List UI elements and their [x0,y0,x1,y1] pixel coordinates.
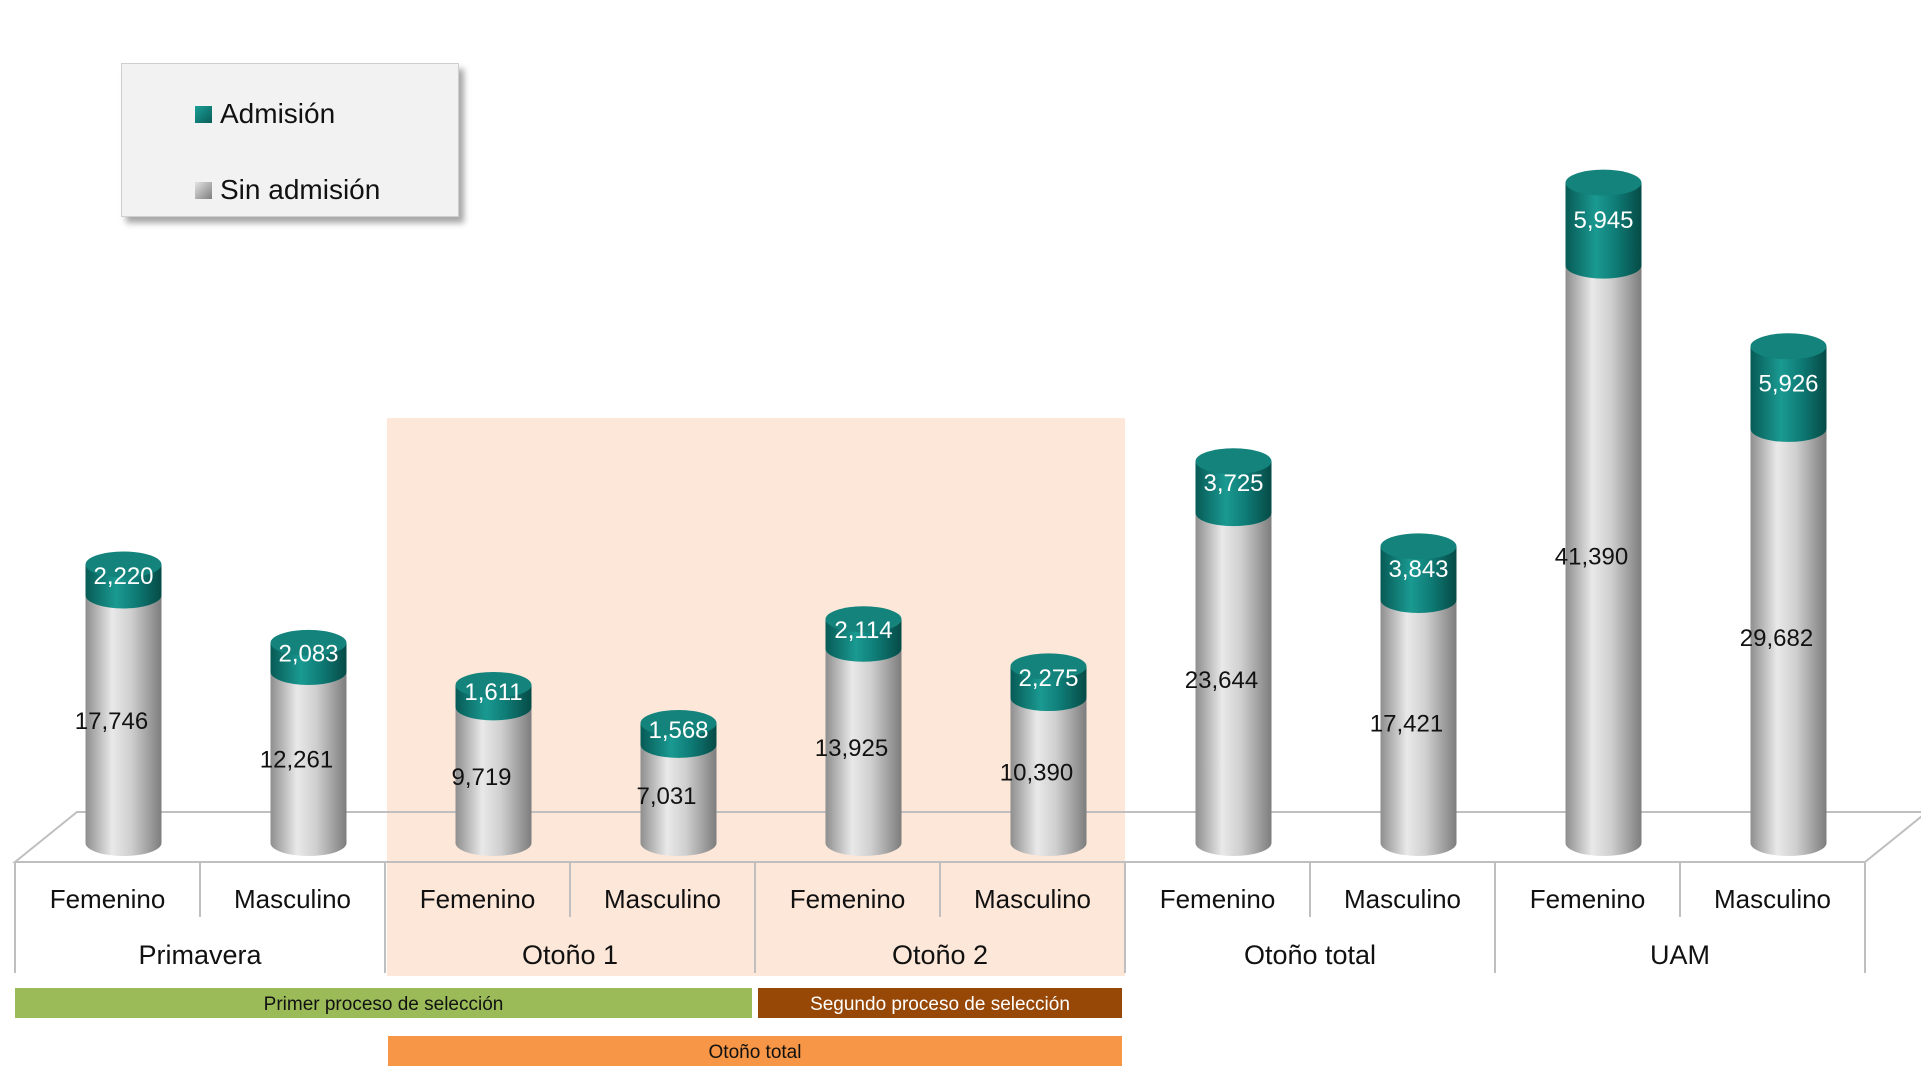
bar-sin-admision-4-body [825,648,902,856]
legend-item-sin-admision: Sin admisión [195,160,380,220]
bar-admision-3 [640,710,717,758]
bar-admision-9-top [1750,333,1827,360]
band-label-1: Segundo proceso de selección [810,994,1070,1015]
bar-admision-3-top [640,710,717,737]
bar-sin-admision-9-body [1750,428,1827,856]
bar-admision-1 [270,629,347,685]
bar-admision-8-body [1565,182,1642,279]
bar-admision-8 [1565,169,1642,279]
bar-sin-admision-3-body [640,744,717,856]
bar-admision-6-body [1195,461,1272,527]
teal-square-icon [195,105,212,123]
bar-admision-1-top [270,629,347,656]
group-label-2: Otoño 2 [892,940,988,970]
data-label-sin-admision-1: 12,261 [260,746,333,773]
category-label-0: Femenino [50,884,166,914]
band-label-0: Primer proceso de selección [264,994,504,1015]
band-label-2: Otoño total [709,1042,802,1063]
legend-label-admision: Admisión [220,98,336,129]
category-label-4: Femenino [790,884,906,914]
data-label-sin-admision-4: 13,925 [815,735,888,762]
group-label-4: UAM [1650,940,1710,970]
category-label-8: Femenino [1530,884,1646,914]
data-label-admision-9: 5,926 [1758,371,1818,398]
data-label-sin-admision-8: 41,390 [1555,543,1628,570]
bar-sin-admision-2-body [455,707,532,856]
bar-sin-admision-8-body [1565,265,1642,856]
band-1 [758,988,1122,1018]
chart-floor [12,811,1921,863]
data-label-sin-admision-9: 29,682 [1740,625,1813,652]
band-2 [388,1036,1122,1066]
gray-square-icon [195,181,212,199]
bar-sin-admision-5-body [1010,698,1087,856]
data-label-admision-5: 2,275 [1018,665,1078,692]
category-label-9: Masculino [1714,884,1831,914]
bar-admision-2-top [455,671,532,698]
bar-admision-4 [825,606,902,662]
legend-item-admision: Admisión [195,84,335,144]
bar-admision-8-top [1565,169,1642,196]
bar-admision-0 [85,551,162,609]
category-label-6: Femenino [1160,884,1276,914]
bar-admision-2 [455,671,532,721]
bar-sin-admision-0-body [85,595,162,856]
bar-admision-5-top [1010,653,1087,680]
data-label-admision-3: 1,568 [648,717,708,744]
bar-sin-admision-6-body [1195,513,1272,856]
band-0 [15,988,752,1018]
bar-sin-admision-7-body [1380,599,1457,856]
data-label-admision-2: 1,611 [464,679,522,706]
group-label-1: Otoño 1 [522,940,618,970]
data-label-admision-4: 2,114 [834,617,892,644]
data-label-admision-6: 3,725 [1203,470,1263,497]
data-label-admision-1: 2,083 [278,640,338,667]
bar-admision-4-top [825,606,902,633]
data-label-sin-admision-2: 9,719 [451,764,511,791]
data-label-sin-admision-0: 17,746 [75,708,148,735]
legend: Admisión Sin admisión [121,63,459,217]
bar-admision-6 [1195,448,1272,527]
data-label-admision-0: 2,220 [93,563,153,590]
bar-admision-9-body [1750,346,1827,442]
legend-label-sin-admision: Sin admisión [220,174,381,205]
data-label-sin-admision-6: 23,644 [1185,667,1258,694]
bar-admision-7-top [1380,533,1457,560]
data-label-admision-7: 3,843 [1388,556,1448,583]
category-label-2: Femenino [420,884,536,914]
bar-admision-7-body [1380,546,1457,613]
category-label-7: Masculino [1344,884,1461,914]
bar-admision-7 [1380,533,1457,613]
bar-admision-6-top [1195,448,1272,475]
bar-sin-admision-1-body [270,671,347,856]
bar-admision-0-top [85,551,162,578]
group-label-3: Otoño total [1244,940,1376,970]
group-label-0: Primavera [138,940,262,970]
category-label-5: Masculino [974,884,1091,914]
category-label-1: Masculino [234,884,351,914]
category-label-3: Masculino [604,884,721,914]
data-label-admision-8: 5,945 [1573,207,1633,234]
data-label-sin-admision-3: 7,031 [636,783,696,810]
bar-admision-5 [1010,653,1087,712]
data-label-sin-admision-5: 10,390 [1000,760,1073,787]
data-label-sin-admision-7: 17,421 [1370,710,1443,737]
bar-admision-9 [1750,333,1827,442]
